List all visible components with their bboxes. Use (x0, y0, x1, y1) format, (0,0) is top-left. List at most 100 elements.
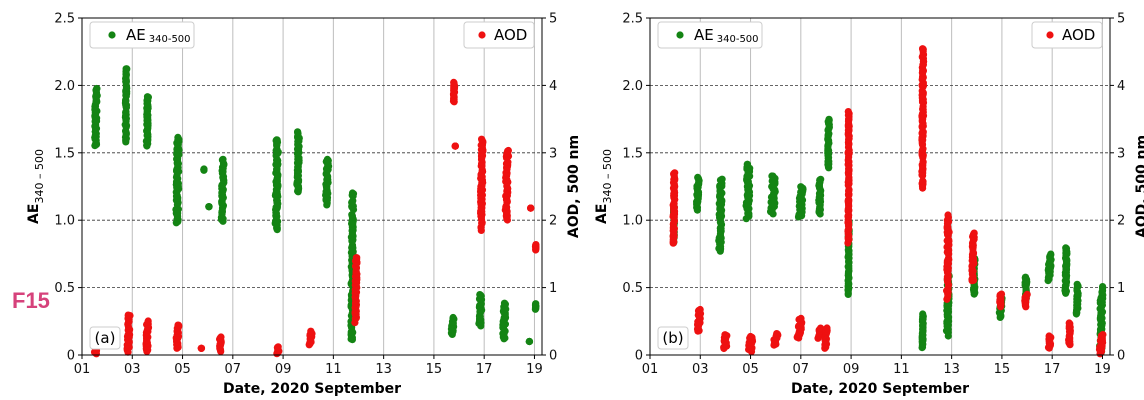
data-point (743, 160, 751, 168)
y-right-tick-label: 5 (549, 12, 557, 27)
data-point (219, 155, 227, 163)
data-point (450, 78, 458, 86)
x-tick-label: 13 (943, 362, 960, 377)
data-point (294, 129, 302, 137)
y-left-tick-label: 0 (635, 349, 643, 364)
y-right-tick-label: 2 (549, 214, 557, 229)
legend-marker-aod (478, 31, 486, 39)
data-point (797, 314, 805, 322)
data-point (769, 172, 777, 180)
legend-aod: AOD (1031, 21, 1103, 49)
y-left-axis-label-main: AE (26, 204, 42, 224)
data-point (476, 291, 484, 299)
legend-box (463, 21, 535, 49)
data-point (825, 116, 833, 124)
x-tick-label: 09 (275, 362, 292, 377)
legend-label-aod: AOD (494, 26, 527, 44)
data-point (197, 344, 205, 352)
y-right-tick-label: 1 (549, 281, 557, 296)
x-tick-label: 03 (692, 362, 709, 377)
data-point (174, 321, 182, 329)
data-point (845, 187, 853, 195)
y-right-tick-label: 0 (1117, 349, 1125, 364)
y-left-axis-label-main: AE (594, 204, 610, 224)
x-tick-label: 07 (793, 362, 810, 377)
data-point (352, 254, 360, 262)
y-left-axis-label: AE340 – 500 (26, 149, 46, 224)
x-tick-label: 11 (325, 362, 342, 377)
data-point (323, 155, 331, 163)
chart-panel-a: 01 03 05 07 09 11 13 15 17 1900.51.01.52.02.50123… (26, 12, 582, 398)
data-point (844, 212, 852, 221)
y-left-axis-label: AE340 – 500 (594, 149, 614, 224)
y-left-tick-label: 1.5 (54, 146, 75, 161)
x-tick-label: 15 (994, 362, 1011, 377)
legend-ae: AE 340-500 (89, 21, 195, 49)
y-left-tick-label: 1.0 (622, 214, 643, 229)
y-left-tick-label: 0.5 (54, 281, 75, 296)
x-tick-label: 09 (843, 362, 860, 377)
legend-aod: AOD (463, 21, 535, 49)
y-right-tick-label: 4 (549, 79, 557, 94)
data-point (919, 310, 927, 318)
plot-frame (649, 17, 1111, 356)
data-point (1065, 319, 1073, 327)
data-point (823, 324, 831, 332)
data-point (844, 227, 852, 235)
x-tick-label: 01 (642, 362, 659, 377)
legend-marker-ae (676, 31, 684, 39)
panel-label-text: (a) (95, 329, 116, 347)
x-tick-label: 03 (124, 362, 141, 377)
data-point (144, 317, 152, 325)
y-left-tick-label: 2.0 (622, 79, 643, 94)
data-point (919, 178, 927, 186)
data-point (1073, 280, 1081, 288)
x-tick-label: 07 (225, 362, 242, 377)
legend-label-ae: AE 340-500 (694, 26, 759, 45)
x-tick-label: 17 (476, 362, 493, 377)
data-point (1045, 332, 1053, 340)
data-point (532, 300, 540, 308)
data-point (997, 290, 1006, 298)
data-point (200, 165, 208, 173)
data-point (817, 175, 825, 183)
x-tick-label: 19 (1094, 362, 1111, 377)
data-point (144, 93, 152, 101)
panel-label-text: (b) (662, 329, 683, 347)
x-tick-label: 13 (375, 362, 392, 377)
x-tick-label: 05 (174, 362, 191, 377)
data-point (773, 330, 781, 338)
data-point (93, 85, 101, 93)
panel-label: (b) (657, 326, 689, 350)
y-right-tick-label: 5 (1117, 12, 1125, 27)
data-point (970, 229, 978, 237)
series-ae (669, 115, 1107, 357)
panel-label: (a) (89, 326, 121, 350)
data-point (349, 190, 357, 198)
legend-ae: AE 340-500 (657, 21, 763, 49)
x-tick-label: 17 (1044, 362, 1061, 377)
y-right-tick-label: 4 (1117, 79, 1125, 94)
data-point (274, 343, 282, 351)
y-right-axis-label: AOD, 500 nm (566, 135, 582, 238)
data-point (919, 61, 927, 69)
data-point (919, 45, 927, 54)
data-point (532, 241, 540, 249)
y-left-tick-label: 2.5 (622, 12, 643, 27)
data-point (944, 211, 952, 219)
data-point (844, 196, 852, 204)
data-point (205, 203, 213, 211)
data-point (694, 173, 702, 181)
y-right-tick-label: 1 (1117, 281, 1125, 296)
data-point (746, 332, 755, 341)
data-point (451, 142, 459, 150)
y-right-tick-label: 3 (1117, 146, 1125, 161)
data-point (272, 137, 280, 145)
data-point (797, 183, 805, 191)
legend-label-ae: AE 340-500 (126, 26, 191, 45)
data-point (1062, 244, 1070, 252)
data-point (1021, 273, 1030, 281)
data-point (1099, 331, 1107, 339)
data-point (449, 313, 457, 322)
panel-label-box (657, 326, 689, 350)
